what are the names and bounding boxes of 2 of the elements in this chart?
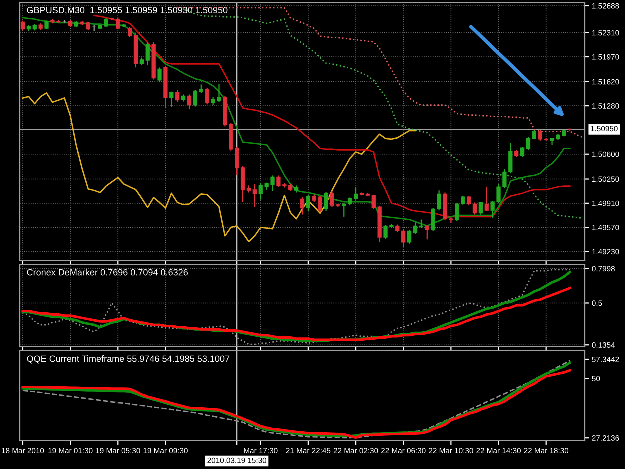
chart-title: QQE Current Timeframe 55.9746 54.1985 53.1007 — [27, 356, 230, 364]
chart-title: Cronex DeMarker 0.7696 0.7094 0.6326 — [27, 269, 188, 276]
